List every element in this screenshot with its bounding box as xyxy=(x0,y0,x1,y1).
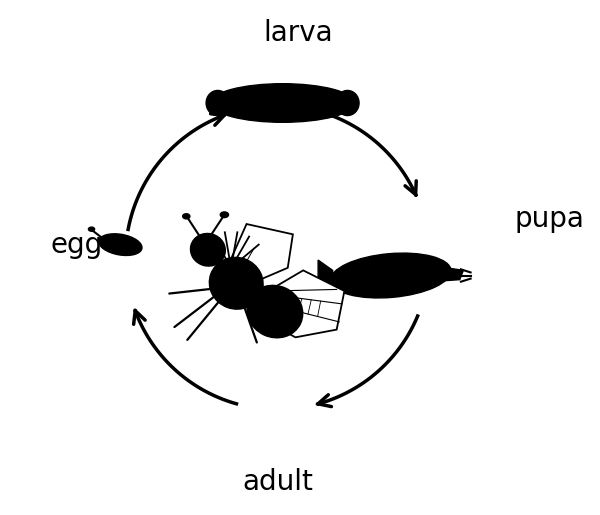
Ellipse shape xyxy=(313,92,329,101)
Ellipse shape xyxy=(211,84,355,123)
Polygon shape xyxy=(445,268,463,281)
Text: pupa: pupa xyxy=(514,205,584,233)
Ellipse shape xyxy=(301,92,316,101)
Polygon shape xyxy=(259,270,344,337)
Ellipse shape xyxy=(190,233,226,266)
Ellipse shape xyxy=(249,92,265,101)
Ellipse shape xyxy=(99,234,142,255)
Text: egg: egg xyxy=(51,231,103,259)
Ellipse shape xyxy=(206,91,229,115)
Ellipse shape xyxy=(236,92,251,101)
Ellipse shape xyxy=(275,92,290,101)
Ellipse shape xyxy=(288,92,303,101)
Ellipse shape xyxy=(209,258,263,309)
Ellipse shape xyxy=(336,91,359,115)
Ellipse shape xyxy=(220,212,229,217)
Text: adult: adult xyxy=(242,468,313,495)
Ellipse shape xyxy=(88,227,95,231)
Polygon shape xyxy=(318,260,332,288)
Polygon shape xyxy=(226,224,293,283)
Ellipse shape xyxy=(247,285,303,338)
Ellipse shape xyxy=(182,214,190,219)
Text: larva: larva xyxy=(263,20,333,47)
Ellipse shape xyxy=(331,253,451,298)
Ellipse shape xyxy=(262,92,277,101)
